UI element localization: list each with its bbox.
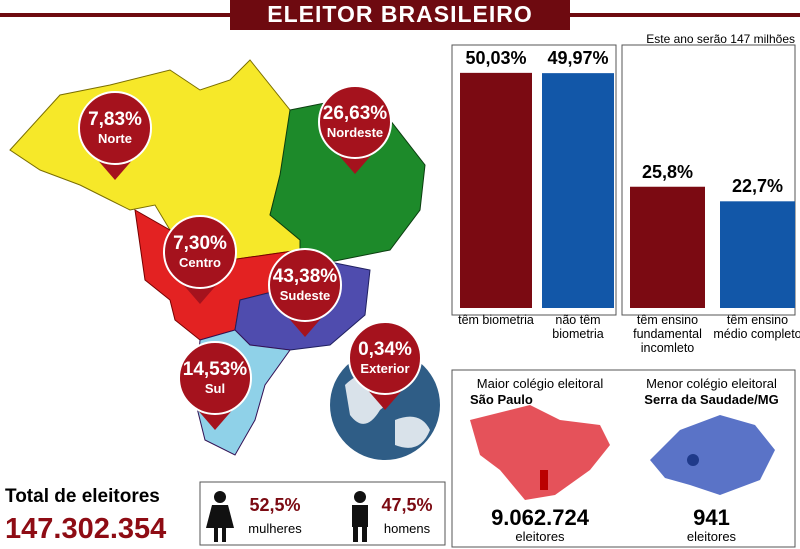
bar-value-label: 22,7% (731, 176, 784, 197)
region-name: Sul (204, 381, 226, 396)
panel (451, 44, 617, 316)
bar-value-label: 49,97% (547, 48, 609, 69)
bar-value-label: 25,8% (641, 161, 694, 182)
bubble (178, 341, 252, 415)
region-share: 26,63% (322, 103, 388, 124)
title: ELEITOR BRASILEIRO (267, 1, 533, 27)
bar-category: não têm biometria (552, 313, 604, 341)
gender-label: homens (383, 521, 431, 536)
region-name: Exterior (360, 361, 410, 376)
region-share: 7,30% (173, 233, 227, 254)
bar (460, 72, 532, 308)
maior-title: Maior colégio eleitoral (476, 376, 604, 391)
region-share: 43,38% (272, 266, 338, 287)
gender-share: 52,5% (249, 495, 301, 515)
maior-unit: eleitores (515, 529, 565, 544)
maior-count: 9.062.724 (491, 505, 589, 530)
title-bar (230, 0, 570, 30)
bar-category: têm ensino médio completo (713, 313, 800, 341)
map-serra-saudade (687, 454, 699, 466)
menor-count: 941 (693, 505, 730, 530)
menor-title: Menor colégio eleitoral (646, 376, 777, 391)
bubble (78, 91, 152, 165)
gender-label: mulheres (248, 521, 302, 536)
globe-land (345, 373, 430, 448)
map-sao-paulo-capital (540, 470, 548, 490)
note: Este ano serão 147 milhões (646, 32, 795, 46)
bar-category: têm ensino fundamental incomleto (633, 313, 702, 355)
bubble (268, 248, 342, 322)
bubble (318, 85, 392, 159)
menor-unit: eleitores (686, 529, 737, 544)
icon-man (352, 491, 368, 542)
map-minas (650, 415, 775, 495)
region-name: Sudeste (279, 288, 331, 303)
bubble (348, 321, 422, 395)
region-share: 7,83% (88, 109, 142, 130)
region-share: 14,53% (182, 359, 248, 380)
bar (720, 201, 795, 308)
bar (630, 186, 705, 308)
bar (542, 73, 614, 309)
bubble (163, 215, 237, 289)
panel (199, 481, 446, 546)
total-count: 147.302.354 (5, 513, 167, 545)
panel (451, 369, 796, 548)
panel (621, 44, 796, 316)
bar-category: têm biometria (458, 313, 534, 327)
icon-woman (206, 491, 234, 542)
map-sao-paulo (470, 405, 610, 500)
gender-share: 47,5% (381, 495, 433, 515)
total-label: Total de eleitores (5, 486, 160, 507)
region-share: 0,34% (358, 339, 412, 360)
maior-place: São Paulo (470, 392, 533, 407)
region-name: Centro (179, 255, 221, 270)
menor-place: Serra da Saudade/MG (644, 392, 779, 407)
bar-value-label: 50,03% (465, 47, 527, 68)
region-name: Norte (98, 131, 132, 146)
region-name: Nordeste (326, 125, 384, 140)
